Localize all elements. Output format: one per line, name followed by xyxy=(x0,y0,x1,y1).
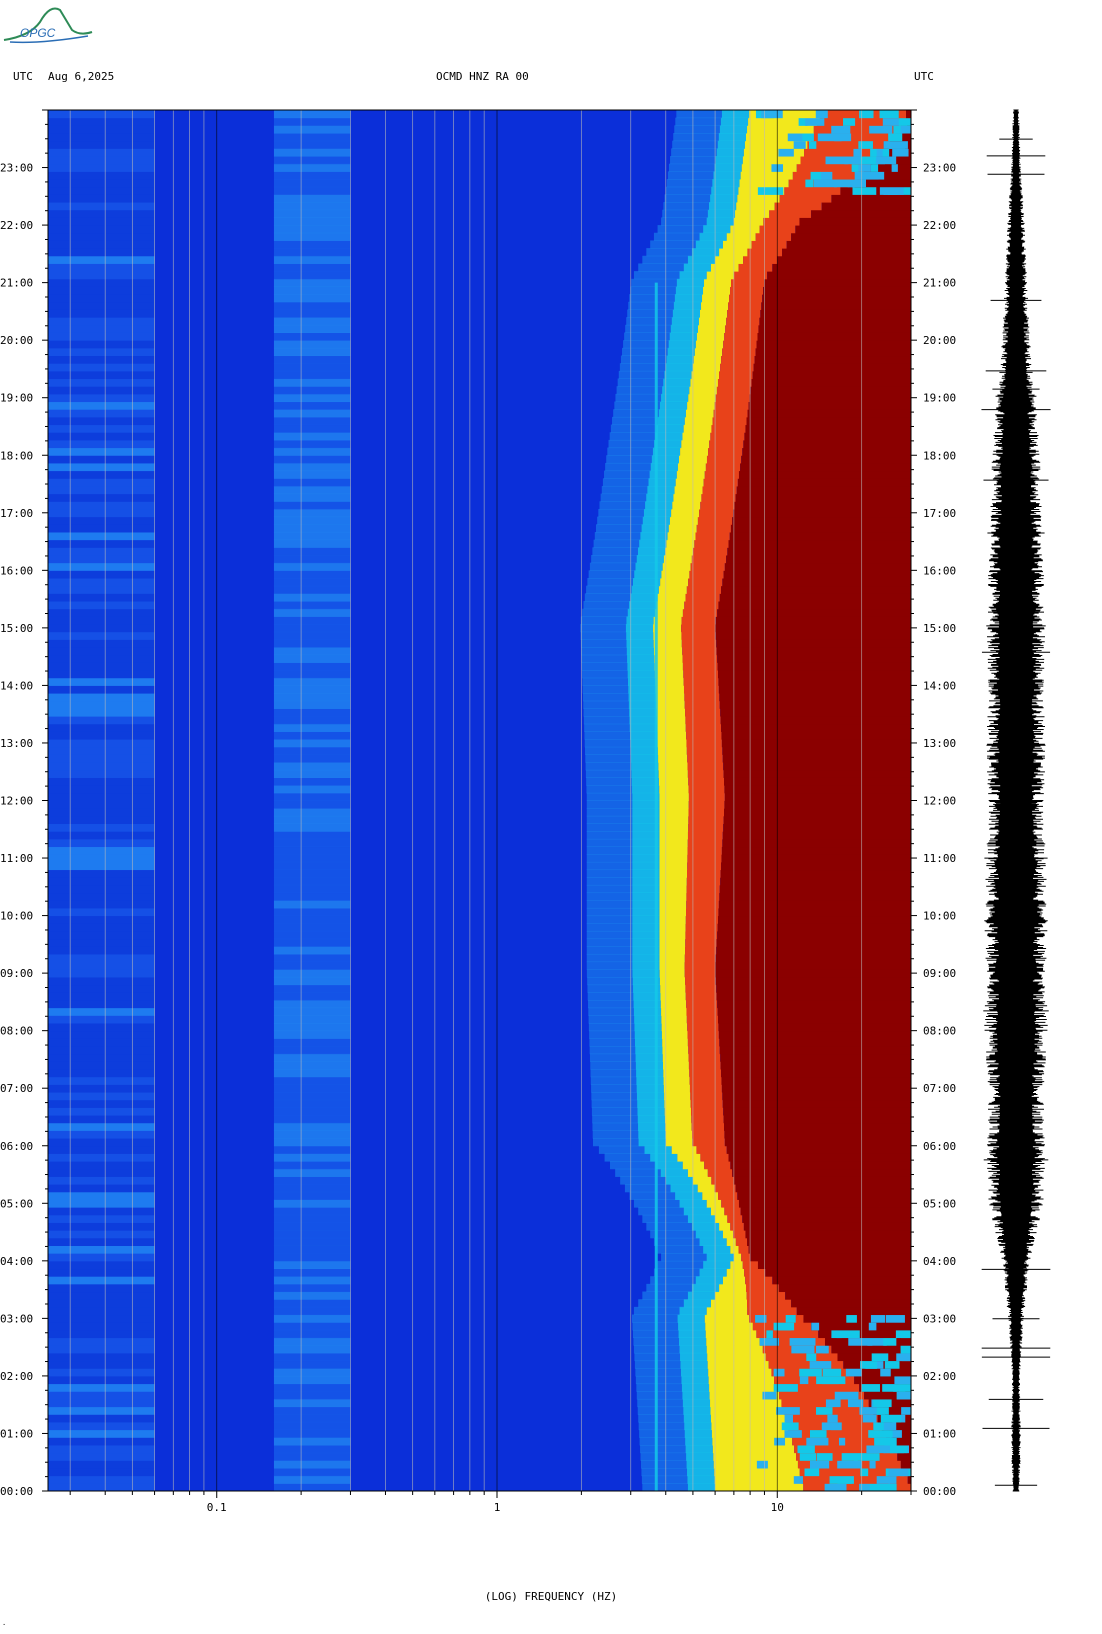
corner-mark: . xyxy=(2,1619,7,1627)
y-tick-label-left: 03:00 xyxy=(0,1312,33,1325)
x-tick-label: 10 xyxy=(771,1501,784,1514)
x-axis: 0.1 1 10 xyxy=(69,1491,912,1514)
y-tick-label-right: 06:00 xyxy=(923,1140,956,1153)
y-tick-label-left: 12:00 xyxy=(0,795,33,808)
y-tick-label-right: 04:00 xyxy=(923,1255,956,1268)
y-tick-label-right: 21:00 xyxy=(923,277,956,290)
y-tick-label-right: 23:00 xyxy=(923,162,956,175)
y-tick-label-right: 08:00 xyxy=(923,1025,956,1038)
y-tick-label-right: 07:00 xyxy=(923,1082,956,1095)
y-tick-label-left: 16:00 xyxy=(0,564,33,577)
logo-text: OPGC xyxy=(20,26,56,40)
y-tick-label-right: 11:00 xyxy=(923,852,956,865)
y-tick-label-left: 13:00 xyxy=(0,737,33,750)
y-tick-label-left: 05:00 xyxy=(0,1197,33,1210)
y-tick-label-left: 20:00 xyxy=(0,334,33,347)
x-axis-label: (LOG) FREQUENCY (HZ) xyxy=(484,1590,618,1603)
spectrogram-heatmap xyxy=(48,110,911,1491)
y-tick-label-right: 09:00 xyxy=(923,967,956,980)
y-tick-label-right: 17:00 xyxy=(923,507,956,520)
y-axis-right: 00:00 01:00 02:00 03:00 04:00 05:00 06:00 07:00… xyxy=(911,109,956,1498)
station-title: OCMD HNZ RA 00 xyxy=(436,70,529,83)
date-label: Aug 6,2025 xyxy=(48,70,115,83)
y-tick-label-left: 06:00 xyxy=(0,1140,33,1153)
y-tick-label-right: 16:00 xyxy=(923,564,956,577)
y-tick-label-right: 02:00 xyxy=(923,1370,956,1383)
y-tick-label-right: 03:00 xyxy=(923,1312,956,1325)
y-tick-label-right: 14:00 xyxy=(923,679,956,692)
y-tick-label-right: 19:00 xyxy=(923,392,956,405)
y-tick-label-left: 08:00 xyxy=(0,1025,33,1038)
y-tick-label-left: 00:00 xyxy=(0,1485,33,1498)
y-tick-label-left: 10:00 xyxy=(0,910,33,923)
y-tick-label-right: 01:00 xyxy=(923,1427,956,1440)
y-tick-label-left: 01:00 xyxy=(0,1427,33,1440)
y-tick-label-right: 05:00 xyxy=(923,1197,956,1210)
y-tick-label-left: 18:00 xyxy=(0,449,33,462)
right-timezone-label: UTC xyxy=(914,70,934,83)
y-tick-label-left: 22:00 xyxy=(0,219,33,232)
y-tick-label-left: 15:00 xyxy=(0,622,33,635)
y-tick-label-right: 15:00 xyxy=(923,622,956,635)
y-axis-left: 00:00 01:00 02:00 03:00 04:00 05:00 06:00 07:00… xyxy=(0,109,48,1498)
x-tick-label: 0.1 xyxy=(207,1501,227,1514)
y-tick-label-right: 13:00 xyxy=(923,737,956,750)
y-tick-label-right: 18:00 xyxy=(923,449,956,462)
y-tick-label-right: 12:00 xyxy=(923,795,956,808)
y-tick-label-right: 22:00 xyxy=(923,219,956,232)
y-tick-label-left: 02:00 xyxy=(0,1370,33,1383)
frequency-gridlines xyxy=(69,110,911,1491)
y-tick-label-left: 14:00 xyxy=(0,679,33,692)
y-tick-label-left: 17:00 xyxy=(0,507,33,520)
y-tick-label-left: 23:00 xyxy=(0,162,33,175)
seismic-waveform xyxy=(981,109,1051,1492)
y-tick-label-left: 21:00 xyxy=(0,277,33,290)
y-tick-label-right: 20:00 xyxy=(923,334,956,347)
y-tick-label-left: 07:00 xyxy=(0,1082,33,1095)
y-tick-label-right: 00:00 xyxy=(923,1485,956,1498)
y-tick-label-left: 09:00 xyxy=(0,967,33,980)
y-tick-label-right: 10:00 xyxy=(923,910,956,923)
x-tick-label: 1 xyxy=(494,1501,501,1514)
y-tick-label-left: 04:00 xyxy=(0,1255,33,1268)
opgc-logo xyxy=(3,7,93,44)
y-tick-label-left: 11:00 xyxy=(0,852,33,865)
y-tick-label-left: 19:00 xyxy=(0,392,33,405)
left-timezone-label: UTC xyxy=(13,70,33,83)
